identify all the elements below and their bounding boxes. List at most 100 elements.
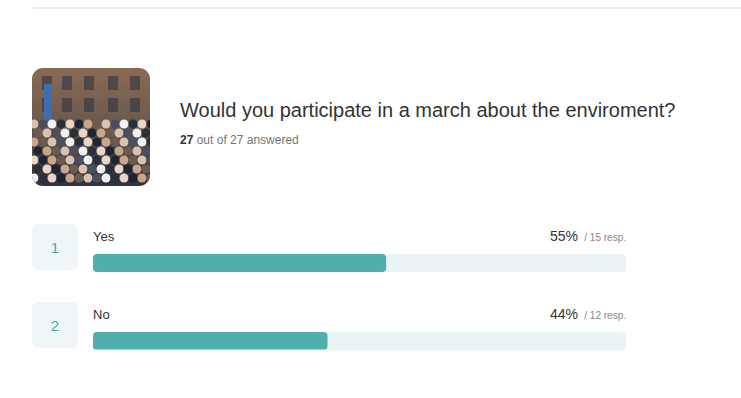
- thumbnail-crowd: [106, 147, 115, 156]
- thumbnail-crowd: [124, 129, 133, 138]
- thumbnail-crowd: [34, 129, 43, 138]
- thumbnail-crowd: [111, 174, 120, 183]
- thumbnail-crowd: [48, 156, 57, 165]
- thumbnail-crowd: [39, 138, 48, 147]
- thumbnail-crowd: [147, 156, 151, 165]
- category-label: Yes: [93, 229, 115, 244]
- response-label: / 12 resp.: [584, 310, 626, 321]
- tracks: [93, 254, 626, 350]
- thumbnail-crowd: [66, 156, 75, 165]
- thumbnail-bg: [32, 68, 150, 186]
- bar: [93, 332, 328, 350]
- thumbnail-crowd: [84, 138, 93, 147]
- thumbnail-crowd: [138, 174, 147, 183]
- thumbnail-window: [108, 76, 118, 90]
- bar-track: [93, 254, 626, 272]
- thumbnail-crowd: [39, 156, 48, 165]
- thumbnail-crowd: [129, 174, 138, 183]
- thumbnail-crowd: [61, 129, 70, 138]
- thumbnail-crowd: [133, 129, 142, 138]
- thumbnail-crowd: [32, 138, 39, 147]
- thumbnail-window: [84, 98, 94, 112]
- thumbnail-crowd: [133, 147, 142, 156]
- rank-badge: [32, 224, 78, 270]
- thumbnail-crowd: [120, 174, 129, 183]
- thumbnail-window: [62, 98, 72, 112]
- category-label: No: [93, 307, 110, 322]
- thumbnail-crowd: [79, 147, 88, 156]
- thumbnail-crowd: [102, 156, 111, 165]
- thumbnail-crowd: [120, 138, 129, 147]
- rank-label: 1: [51, 239, 59, 256]
- thumbnail-crowd: [57, 138, 66, 147]
- thumbnail-crowd: [102, 120, 111, 129]
- thumbnail-crowd: [66, 120, 75, 129]
- chart-svg: Would you participate in a march about t…: [0, 0, 741, 398]
- thumbnail-crowd: [124, 165, 133, 174]
- thumbnail-crowd: [84, 174, 93, 183]
- thumbnail-crowd: [32, 174, 39, 183]
- thumbnail-crowd: [34, 147, 43, 156]
- axis-domain: [93, 350, 626, 351]
- thumbnail-crowd: [147, 138, 151, 147]
- thumbnail-crowd: [39, 174, 48, 183]
- thumbnail-crowd: [32, 120, 39, 129]
- thumbnail-crowd: [66, 174, 75, 183]
- thumbnail-crowd: [66, 138, 75, 147]
- data-label: 55%: [550, 228, 578, 244]
- thumbnail-crowd: [129, 120, 138, 129]
- thumbnail-crowd: [79, 165, 88, 174]
- thumbnail-crowd: [111, 156, 120, 165]
- thumbnail-crowd: [129, 138, 138, 147]
- thumbnail-crowd: [93, 156, 102, 165]
- thumbnail-crowd: [57, 156, 66, 165]
- thumbnail-crowd: [106, 165, 115, 174]
- thumbnail-crowd: [138, 138, 147, 147]
- thumbnail-crowd: [142, 147, 151, 156]
- thumbnail-crowd: [57, 174, 66, 183]
- thumbnail-crowd: [61, 165, 70, 174]
- thumbnail-crowd: [138, 156, 147, 165]
- thumbnail-crowd: [111, 138, 120, 147]
- thumbnail-crowd: [75, 120, 84, 129]
- thumbnail: [32, 68, 150, 186]
- data-label: 44%: [550, 306, 578, 322]
- thumbnail-crowd: [147, 174, 151, 183]
- thumbnail-crowd: [111, 120, 120, 129]
- thumbnail-crowd: [93, 120, 102, 129]
- thumbnail-window: [62, 76, 72, 90]
- separator: [33, 7, 741, 9]
- bars: [93, 254, 386, 350]
- thumbnail-crowd: [97, 147, 106, 156]
- thumbnail-crowd: [75, 174, 84, 183]
- thumbnail-crowd: [79, 129, 88, 138]
- thumbnail-crowd: [147, 120, 151, 129]
- thumbnail-crowd: [142, 129, 151, 138]
- thumbnail-crowd: [88, 165, 97, 174]
- rank-label: 2: [51, 317, 59, 334]
- thumbnail-crowd: [124, 147, 133, 156]
- response-label: / 15 resp.: [584, 232, 626, 243]
- thumbnail-crowd: [70, 129, 79, 138]
- subtitle: 27 out of 27 answered: [180, 133, 299, 147]
- thumbnail-crowd: [43, 147, 52, 156]
- thumbnail-crowd: [84, 120, 93, 129]
- thumbnail-crowd: [133, 165, 142, 174]
- thumbnail-window: [130, 98, 140, 112]
- thumbnail-crowd: [115, 147, 124, 156]
- thumbnail-window: [108, 98, 118, 112]
- thumbnail-crowd: [97, 165, 106, 174]
- thumbnail-crowd: [39, 120, 48, 129]
- thumbnail-crowd: [115, 165, 124, 174]
- thumbnail-crowd: [93, 138, 102, 147]
- thumbnail-crowd: [138, 120, 147, 129]
- thumbnail-crowd: [106, 129, 115, 138]
- thumbnail-crowd: [57, 120, 66, 129]
- thumbnail-crowd: [32, 156, 39, 165]
- thumbnail-crowd: [52, 129, 61, 138]
- thumbnail-crowd: [52, 147, 61, 156]
- thumbnail-crowd: [102, 138, 111, 147]
- thumbnail-crowd: [43, 129, 52, 138]
- bar: [93, 254, 386, 272]
- thumbnail-crowd: [52, 165, 61, 174]
